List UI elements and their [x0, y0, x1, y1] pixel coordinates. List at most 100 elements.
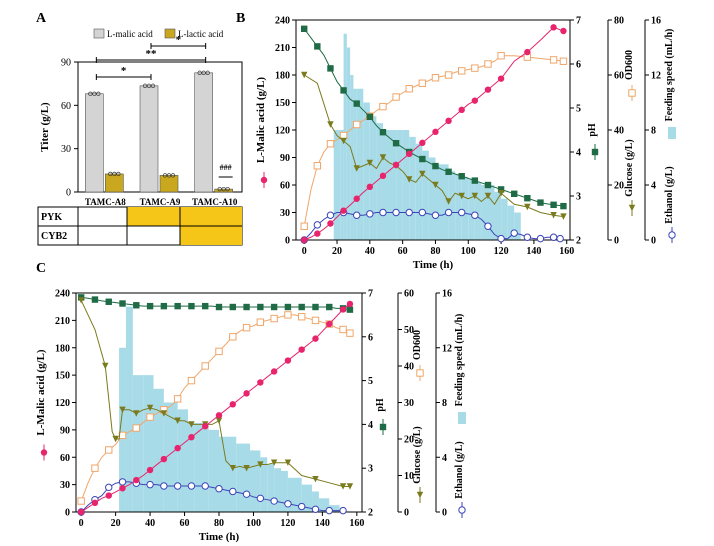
replicate-dot: [146, 83, 152, 88]
data-point: [550, 212, 557, 219]
y-tick-label: 20: [404, 435, 414, 446]
x-axis-label: Time (h): [413, 259, 454, 271]
panel-letter: B: [236, 11, 245, 26]
data-point: [366, 210, 374, 218]
data-point: [471, 177, 479, 184]
x-tick-label: 120: [494, 246, 509, 257]
data-point: [297, 313, 306, 321]
bar: [214, 188, 233, 193]
data-point: [215, 412, 223, 419]
gene-label: CYB2: [41, 231, 67, 242]
data-point: [471, 97, 479, 104]
data-point: [560, 202, 567, 210]
data-point: [105, 492, 112, 499]
data-point: [243, 303, 250, 311]
feeding-bar: [409, 136, 416, 240]
data-point: [432, 162, 439, 170]
feeding-bar: [487, 185, 495, 240]
data-point: [173, 482, 182, 490]
y-tick-label: 210: [55, 316, 70, 327]
data-point: [366, 159, 374, 167]
feeding-bar: [177, 409, 188, 512]
x-axis-label: Time (h): [199, 531, 240, 543]
data-point: [392, 208, 400, 217]
feeding-bar: [260, 457, 268, 512]
panel-letter: A: [36, 11, 47, 26]
data-point: [119, 300, 126, 307]
data-point: [119, 406, 126, 413]
data-point: [419, 139, 426, 147]
data-point: [559, 57, 568, 65]
data-point: [215, 303, 223, 311]
x-tick-label: 140: [315, 518, 330, 529]
data-point: [301, 25, 308, 32]
data-point: [312, 335, 319, 342]
y-tick-label: 20: [614, 181, 624, 192]
y-axis-label: Feeding speed (mL/h): [664, 29, 675, 122]
x-tick-label: 60: [180, 518, 190, 529]
y-tick-label: 30: [280, 208, 290, 219]
feeding-bar: [153, 388, 164, 512]
y-tick-label: 60: [61, 101, 71, 112]
data-point: [91, 464, 99, 472]
data-point: [497, 75, 505, 82]
legend-swatch: [93, 28, 105, 39]
y-tick-label: 150: [275, 98, 290, 109]
data-point: [77, 508, 85, 516]
y-axis-label: Feeding speed (mL/h): [454, 314, 465, 407]
data-point: [346, 483, 354, 490]
series-line: [303, 74, 564, 218]
y-tick-label: 5: [368, 376, 373, 387]
data-point: [458, 173, 465, 180]
x-tick-label: 140: [526, 246, 541, 257]
data-point: [256, 318, 265, 326]
replicate-dot: [112, 171, 117, 177]
y-tick-label: 2: [368, 508, 373, 519]
replicate-dot: [88, 91, 93, 96]
y-tick-label: 90: [280, 153, 290, 164]
data-point: [243, 390, 250, 397]
data-point: [202, 423, 209, 430]
legend: L-malic acid L-lactic acid: [93, 28, 224, 39]
replicate-dot: [162, 173, 168, 178]
data-point: [431, 74, 440, 82]
legend-swatch: [458, 412, 466, 424]
data-point: [242, 490, 251, 498]
data-point: [301, 236, 308, 244]
data-point: [257, 461, 264, 468]
data-point: [229, 333, 237, 341]
data-point: [339, 306, 347, 313]
data-point: [173, 395, 182, 403]
y-tick-label: 50: [404, 325, 414, 336]
data-point: [188, 302, 195, 310]
y-tick-label: 60: [614, 71, 624, 82]
x-tick-label: 80: [430, 246, 440, 257]
feeding-bar: [402, 130, 410, 240]
data-point: [379, 172, 387, 180]
significance-label: *: [176, 34, 182, 46]
data-point: [257, 303, 264, 311]
significance-label: **: [146, 48, 158, 60]
data-point: [160, 410, 168, 417]
panel-letter: C: [36, 261, 46, 276]
data-point: [327, 121, 334, 128]
feeding-bar: [442, 164, 449, 240]
data-point: [257, 379, 264, 386]
y-axis-label: Ethanol (g/L): [664, 166, 675, 224]
x-tick-label: TAMC-A9: [140, 197, 181, 207]
feeding-bar: [468, 179, 475, 240]
y-tick-label: 0: [404, 508, 409, 519]
feeding-bar: [333, 130, 341, 240]
data-point: [405, 85, 413, 93]
replicate-dot: [116, 171, 121, 177]
data-point: [445, 198, 452, 205]
data-point: [187, 376, 196, 385]
feeding-bar: [187, 423, 195, 512]
y-tick-label: 210: [275, 43, 290, 54]
y-tick-label: 4: [576, 148, 581, 159]
data-point: [229, 465, 236, 472]
x-tick-label: 160: [349, 518, 364, 529]
feeding-bar: [396, 130, 403, 240]
data-point: [379, 154, 387, 161]
